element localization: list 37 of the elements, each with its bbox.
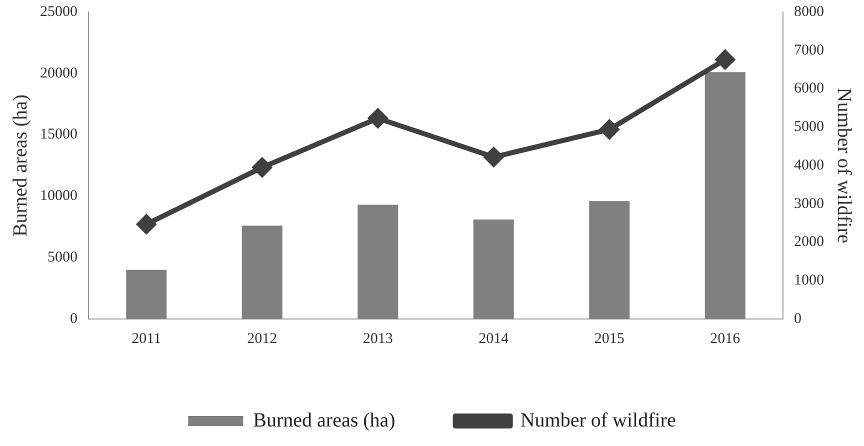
x-tick-label: 2014 [478,330,510,347]
y2-tick-label: 4000 [794,157,824,174]
x-tick-label: 2016 [710,330,741,347]
point [136,214,156,234]
y2-tick-label: 6000 [794,80,824,97]
point [252,158,272,177]
legend-label: Number of wildfire [520,409,676,432]
y-tick-label: 5000 [48,250,78,266]
y-tick-label: 15000 [40,126,78,143]
y2-tick-label: 8000 [794,4,824,20]
y2-tick-label: 0 [794,310,802,327]
y-tick-label: 25000 [40,4,78,20]
y-tick-label: 20000 [40,65,78,82]
bar [126,270,167,319]
y-axis-title: Burned areas (ha) [9,94,32,237]
x-tick-label: 2011 [132,330,162,347]
x-tick-label: 2012 [247,330,278,347]
y2-tick-label: 7000 [794,42,824,58]
y2-tick-label: 1000 [794,272,824,289]
y2-axis-title: Number of wildfire [832,88,855,244]
y2-tick-label: 2000 [794,234,824,250]
bar [242,226,282,319]
y2-tick-label: 5000 [794,119,824,136]
bar [358,204,398,319]
bar [589,201,630,319]
point [600,120,619,139]
point [716,50,735,70]
y-tick-label: 0 [70,310,78,327]
bar [473,220,514,319]
point [368,108,388,128]
y2-tick-label: 3000 [794,196,824,212]
x-tick-label: 2013 [362,330,393,347]
legend-label: Burned areas (ha) [253,409,396,432]
bar [704,72,746,319]
y-tick-label: 10000 [40,188,78,204]
x-tick-label: 2015 [594,330,624,347]
point [484,148,504,167]
